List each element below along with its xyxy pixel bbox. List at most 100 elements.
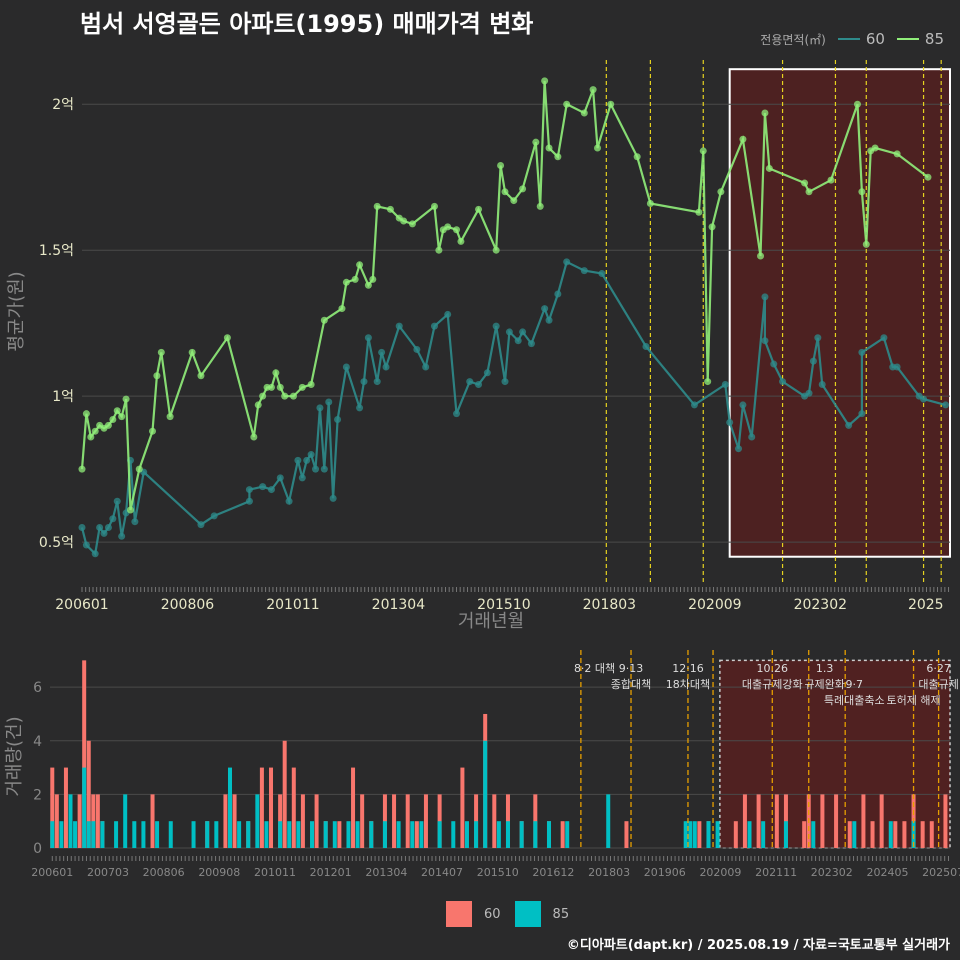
data-point-60	[563, 258, 571, 266]
data-point-60	[118, 532, 126, 540]
data-point-60	[413, 345, 421, 353]
data-point-60	[483, 369, 491, 377]
data-point-85	[87, 433, 95, 441]
bar-60	[86, 740, 91, 848]
bar-85	[246, 821, 251, 848]
data-point-60	[113, 497, 121, 505]
data-point-85	[541, 77, 549, 85]
policy-annotation: 1.3	[816, 662, 834, 675]
data-point-85	[276, 383, 284, 391]
bar-85	[86, 821, 91, 848]
price-chart: 0.5억 1억 1.5억 2억 200601 200806 201011 201304 2015…	[6, 60, 951, 632]
bar-85	[565, 821, 570, 848]
data-point-60	[527, 340, 535, 348]
bar-85	[688, 821, 693, 848]
bar-85	[255, 794, 260, 848]
bar-60	[259, 767, 264, 848]
x-tick-label-volume: 201304	[365, 866, 407, 879]
data-point-85	[373, 202, 381, 210]
bar-60	[742, 794, 747, 848]
data-point-60	[642, 343, 650, 351]
legend-bottom-label-85: 85	[552, 906, 570, 922]
bar-85	[287, 821, 292, 848]
bar-85	[483, 740, 488, 848]
bar-60	[360, 794, 365, 848]
bar-60	[405, 794, 410, 848]
x-tick-label-volume: 201906	[644, 866, 686, 879]
data-point-60	[360, 378, 368, 386]
bar-85	[451, 821, 456, 848]
bar-85	[546, 821, 551, 848]
data-point-85	[717, 188, 725, 196]
data-point-60	[814, 334, 822, 342]
legend-swatch-60	[837, 38, 860, 40]
data-point-60	[818, 380, 826, 388]
bar-85	[355, 821, 360, 848]
data-point-85	[320, 316, 328, 324]
data-point-60	[210, 512, 218, 520]
data-point-85	[400, 217, 408, 225]
x-tick-label: 202302	[794, 597, 847, 613]
data-point-60	[245, 486, 253, 494]
legend-box-85	[514, 901, 541, 927]
bar-85	[519, 821, 524, 848]
bar-85	[811, 821, 816, 848]
data-point-85	[580, 109, 588, 117]
bar-85	[50, 821, 55, 848]
bar-85	[715, 821, 720, 848]
data-point-60	[378, 348, 386, 356]
data-point-60	[325, 398, 333, 406]
bar-60	[774, 794, 779, 848]
y-tick-label-volume: 6	[33, 680, 42, 696]
data-point-85	[536, 202, 544, 210]
bar-85	[310, 821, 315, 848]
data-point-85	[250, 433, 258, 441]
bar-60	[460, 767, 465, 848]
bar-85	[761, 821, 766, 848]
data-point-60	[845, 421, 853, 429]
data-point-85	[827, 176, 835, 184]
x-tick-label-volume: 201011	[254, 866, 296, 879]
data-point-85	[765, 164, 773, 172]
policy-annotation: 9·13	[619, 662, 644, 675]
data-point-60	[395, 322, 403, 330]
bar-85	[278, 821, 283, 848]
highlight-box	[728, 68, 951, 558]
bar-85	[191, 821, 196, 848]
bar-85	[464, 821, 469, 848]
data-point-85	[519, 185, 527, 193]
data-point-85	[501, 188, 509, 196]
data-point-60	[82, 541, 90, 549]
bar-85	[888, 821, 893, 848]
x-tick-label-volume: 202111	[755, 866, 797, 879]
bar-60	[423, 794, 428, 848]
data-point-85	[708, 223, 716, 231]
x-tick-label: 202009	[688, 597, 741, 613]
data-point-85	[607, 100, 615, 108]
data-point-85	[364, 281, 372, 289]
data-point-60	[131, 518, 139, 526]
data-point-85	[281, 392, 289, 400]
x-tick-label-volume: 201510	[477, 866, 519, 879]
bar-85	[82, 767, 87, 848]
data-point-60	[809, 357, 817, 365]
data-point-60	[519, 328, 527, 336]
policy-annotation: 6·27	[926, 662, 951, 675]
data-point-60	[312, 465, 320, 473]
policy-annotation: 9·7	[846, 678, 864, 691]
data-point-85	[475, 205, 483, 213]
data-point-85	[853, 100, 861, 108]
policy-annotation: 18차대책	[666, 678, 710, 691]
data-point-85	[408, 220, 416, 228]
bar-60	[733, 821, 738, 848]
data-point-85	[272, 369, 280, 377]
policy-annotation: 대출규제강화	[742, 678, 803, 691]
bar-85	[155, 821, 160, 848]
data-point-85	[166, 413, 174, 421]
data-point-85	[342, 278, 350, 286]
legend-label-60: 60	[865, 30, 885, 48]
data-point-85	[148, 427, 156, 435]
y-tick-label: 0.5억	[39, 535, 74, 551]
bar-85	[296, 821, 301, 848]
bar-60	[95, 794, 100, 848]
